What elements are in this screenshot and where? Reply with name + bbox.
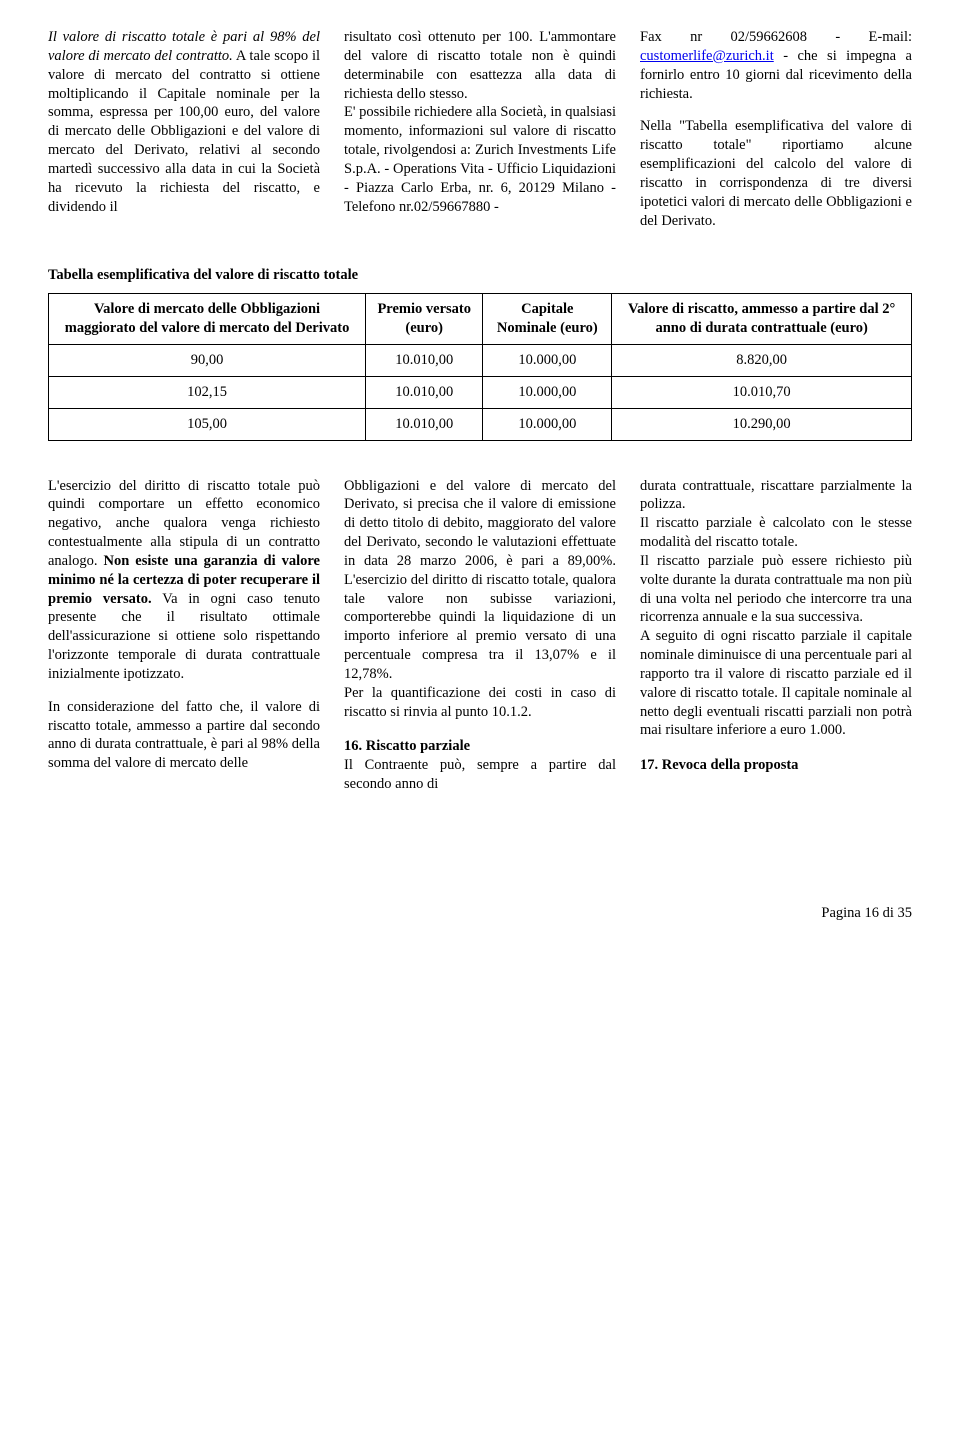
table-header-row: Valore di mercato delle Obbligazioni mag… bbox=[49, 294, 912, 345]
cell: 10.010,00 bbox=[366, 408, 483, 440]
table-row: 102,15 10.010,00 10.000,00 10.010,70 bbox=[49, 376, 912, 408]
bc3-p4: A seguito di ogni riscatto parziale il c… bbox=[640, 627, 912, 740]
cell: 10.000,00 bbox=[483, 408, 612, 440]
top-col2-p2: E' possibile richiedere alla Società, in… bbox=[344, 103, 616, 216]
riscatto-table: Valore di mercato delle Obbligazioni mag… bbox=[48, 293, 912, 440]
table-row: 90,00 10.010,00 10.000,00 8.820,00 bbox=[49, 344, 912, 376]
th-2: Capitale Nominale (euro) bbox=[483, 294, 612, 345]
cell: 105,00 bbox=[49, 408, 366, 440]
top-col-3: Fax nr 02/59662608 - E-mail: customerlif… bbox=[640, 28, 912, 230]
heading-16: 16. Riscatto parziale bbox=[344, 737, 616, 756]
cell: 8.820,00 bbox=[612, 344, 912, 376]
bottom-col1-p1: L'esercizio del diritto di riscatto tota… bbox=[48, 477, 320, 684]
bc2-p3: Il Contraente può, sempre a partire dal … bbox=[344, 756, 616, 794]
cell: 10.010,00 bbox=[366, 344, 483, 376]
cell: 102,15 bbox=[49, 376, 366, 408]
top-columns: Il valore di riscatto totale è pari al 9… bbox=[48, 28, 912, 230]
bc3-p2: Il riscatto parziale è calcolato con le … bbox=[640, 514, 912, 552]
top-col3-p2: Nella "Tabella esemplificativa del valor… bbox=[640, 117, 912, 230]
spacer bbox=[48, 441, 912, 477]
top-col3-p1a: Fax nr 02/59662608 - E-mail: bbox=[640, 29, 912, 45]
th-1: Premio versato (euro) bbox=[366, 294, 483, 345]
bottom-col-3: durata contrattuale, riscattare parzialm… bbox=[640, 477, 912, 795]
bc3-p3: Il riscatto parziale può essere richiest… bbox=[640, 552, 912, 627]
bc2-p1: Obbligazioni e del valore di mercato del… bbox=[344, 477, 616, 684]
bc3-p1: durata contrattuale, riscattare parzialm… bbox=[640, 477, 912, 515]
top-col-1: Il valore di riscatto totale è pari al 9… bbox=[48, 28, 320, 230]
cell: 10.290,00 bbox=[612, 408, 912, 440]
th-3: Valore di riscatto, ammesso a partire da… bbox=[612, 294, 912, 345]
email-link[interactable]: customerlife@zurich.it bbox=[640, 48, 774, 64]
top-col1-rest: A tale scopo il valore di mercato del co… bbox=[48, 48, 320, 215]
cell: 10.010,00 bbox=[366, 376, 483, 408]
top-col2-p1: risultato così ottenuto per 100. L'ammon… bbox=[344, 28, 616, 103]
th-0: Valore di mercato delle Obbligazioni mag… bbox=[49, 294, 366, 345]
bottom-col-2: Obbligazioni e del valore di mercato del… bbox=[344, 477, 616, 795]
bc2-p2: Per la quantificazione dei costi in caso… bbox=[344, 684, 616, 722]
heading-17: 17. Revoca della proposta bbox=[640, 756, 912, 775]
table-row: 105,00 10.010,00 10.000,00 10.290,00 bbox=[49, 408, 912, 440]
top-col3-p1: Fax nr 02/59662608 - E-mail: customerlif… bbox=[640, 28, 912, 103]
top-col-2: risultato così ottenuto per 100. L'ammon… bbox=[344, 28, 616, 230]
cell: 10.000,00 bbox=[483, 376, 612, 408]
table-title: Tabella esemplificativa del valore di ri… bbox=[48, 266, 912, 285]
bottom-col-1: L'esercizio del diritto di riscatto tota… bbox=[48, 477, 320, 795]
cell: 10.000,00 bbox=[483, 344, 612, 376]
bottom-col1-p2: In considerazione del fatto che, il valo… bbox=[48, 698, 320, 773]
top-col1-p1: Il valore di riscatto totale è pari al 9… bbox=[48, 28, 320, 216]
page-footer: Pagina 16 di 35 bbox=[48, 904, 912, 923]
bottom-columns: L'esercizio del diritto di riscatto tota… bbox=[48, 477, 912, 795]
cell: 10.010,70 bbox=[612, 376, 912, 408]
cell: 90,00 bbox=[49, 344, 366, 376]
